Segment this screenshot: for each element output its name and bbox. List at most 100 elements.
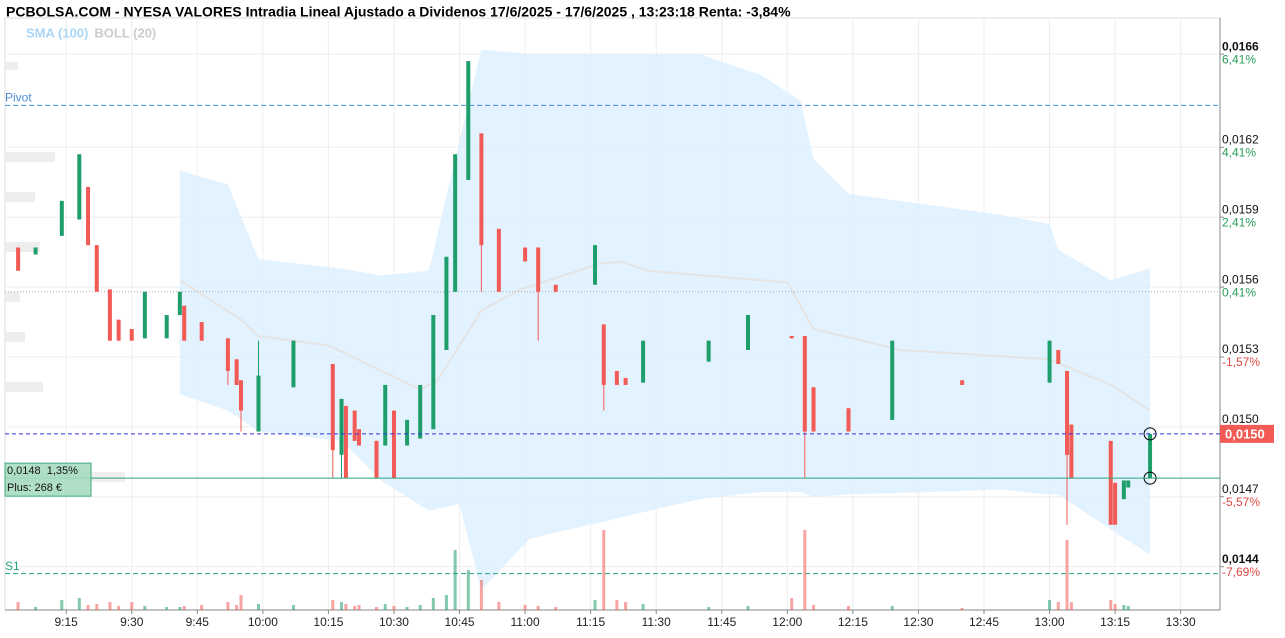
volume-bar: [344, 604, 348, 610]
volume-bar: [331, 600, 335, 610]
candle-body: [1108, 440, 1113, 525]
volume-bar: [357, 605, 361, 610]
volume-bar: [1122, 605, 1126, 610]
candle-body: [374, 440, 379, 479]
level-label: Pivot: [5, 91, 32, 105]
volume-bar: [444, 595, 448, 610]
candle-body: [330, 363, 335, 451]
volume-bar: [95, 604, 99, 610]
volume-bar: [497, 602, 501, 610]
x-tick-label: 11:15: [576, 615, 605, 629]
candle-body: [199, 322, 204, 341]
volume-bar: [392, 606, 396, 610]
volume-bar: [60, 600, 64, 610]
volume-bar: [77, 598, 81, 610]
volume-bar: [554, 607, 558, 610]
y-tick-pct: 2,41%: [1222, 215, 1256, 229]
x-tick-label: 12:30: [903, 615, 933, 629]
candle-body: [164, 315, 169, 339]
candle-body: [239, 380, 244, 411]
volume-bar: [790, 598, 794, 610]
volume-bar: [593, 600, 597, 610]
x-tick-label: 9:30: [120, 615, 144, 629]
x-tick-label: 12:15: [838, 615, 868, 629]
candle-body: [1047, 340, 1052, 383]
volume-bar: [960, 608, 964, 610]
volume-bar: [431, 598, 435, 610]
y-tick-pct: -7,69%: [1222, 565, 1260, 579]
volume-bar: [226, 602, 230, 610]
candle-body: [444, 256, 449, 350]
volume-bar: [707, 607, 711, 610]
candle-body: [177, 291, 182, 316]
candle-body: [357, 429, 362, 446]
x-tick-label: 13:15: [1100, 615, 1130, 629]
candle-body: [890, 340, 895, 420]
candle-body: [593, 245, 598, 285]
candle-body: [405, 419, 410, 446]
volume-bar: [890, 606, 894, 610]
candle-body: [1126, 480, 1131, 488]
volume-bar: [108, 602, 112, 610]
candle-body: [86, 186, 91, 246]
candle-body: [466, 61, 471, 180]
candle-body: [107, 289, 112, 341]
candle-body: [77, 154, 82, 220]
y-tick-label: 0,0150: [1222, 412, 1259, 426]
volume-bar: [178, 607, 182, 610]
volume-bar: [256, 604, 260, 610]
candle-body: [536, 247, 541, 292]
volume-bar: [235, 605, 239, 610]
candle-body: [496, 228, 501, 292]
volume-bar: [130, 602, 134, 610]
y-tick-label: 0,0162: [1222, 132, 1259, 146]
x-tick-label: 13:00: [1035, 615, 1065, 629]
candle-body: [523, 247, 528, 262]
candle-body: [789, 336, 794, 339]
volume-bar: [615, 600, 619, 610]
candle-body: [960, 380, 965, 385]
y-tick-pct: 0,41%: [1222, 285, 1256, 299]
candle-body: [225, 338, 230, 371]
y-tick-pct: 4,41%: [1222, 145, 1256, 159]
candle-body: [256, 375, 261, 432]
candle-body: [1148, 433, 1153, 479]
candle-body: [641, 340, 646, 383]
volume-bar: [291, 605, 295, 610]
volume-bar: [86, 605, 90, 610]
candle-body: [339, 398, 344, 455]
candle-body: [343, 405, 348, 479]
volume-bar: [1109, 600, 1113, 610]
volume-bar: [523, 605, 527, 610]
volume-bar: [1113, 604, 1117, 610]
bollinger-band: [179, 49, 1151, 590]
x-tick-label: 13:30: [1166, 615, 1196, 629]
candle-body: [291, 340, 296, 388]
y-tick-pct: -1,57%: [1222, 355, 1260, 369]
legend-entry: SMA (100): [26, 25, 88, 40]
volume-bar: [453, 550, 457, 610]
candle-body: [418, 384, 423, 439]
x-tick-label: 10:00: [248, 615, 278, 629]
candle-body: [553, 284, 558, 292]
x-tick-label: 10:30: [379, 615, 409, 629]
x-tick-label: 11:45: [707, 615, 736, 629]
volume-bar: [746, 606, 750, 610]
candle-body: [706, 340, 711, 362]
volume-bar: [383, 604, 387, 610]
volume-bar: [182, 606, 186, 610]
volume-bar: [812, 605, 816, 610]
candle-body: [623, 377, 628, 385]
x-tick-label: 10:45: [445, 615, 475, 629]
volume-bar: [1048, 600, 1052, 610]
candle-body: [59, 200, 64, 236]
volume-bar: [479, 580, 483, 610]
candle-body: [431, 315, 436, 430]
volume-bar: [1126, 606, 1130, 610]
position-note: Plus: 268 €: [7, 482, 62, 494]
x-tick-label: 11:30: [642, 615, 671, 629]
y-tick-label: 0,0144: [1222, 552, 1259, 566]
candle-body: [391, 410, 396, 479]
candle-body: [601, 324, 606, 385]
candle-body: [479, 133, 484, 246]
